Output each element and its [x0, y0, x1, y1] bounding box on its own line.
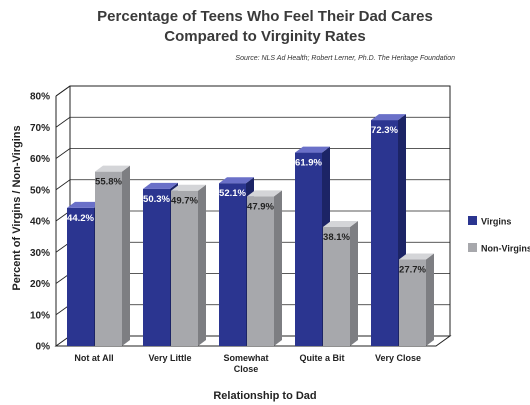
data-label: 52.1%: [219, 188, 246, 199]
bar: [399, 259, 426, 346]
data-label: 61.9%: [295, 158, 322, 169]
data-label: 55.8%: [95, 177, 122, 188]
y-axis-title: Percent of Virgins / Non-Virgins: [11, 125, 23, 290]
bar-top: [323, 220, 358, 227]
gridline-side: [55, 148, 71, 159]
chart-title-line-2: Compared to Virginity Rates: [164, 28, 365, 45]
y-axis-top-edge: [55, 85, 71, 97]
bar-side: [274, 190, 282, 346]
bar: [247, 196, 274, 346]
data-label: 49.7%: [171, 196, 198, 207]
bar-top: [95, 165, 130, 172]
bar: [371, 120, 398, 346]
bar-top: [143, 182, 178, 189]
bar: [219, 183, 246, 346]
bar-top: [219, 177, 254, 184]
bar: [295, 152, 322, 346]
bar-top: [399, 253, 434, 260]
bar-top: [67, 201, 102, 208]
legend-swatch: [468, 243, 477, 252]
bar-top: [371, 114, 406, 121]
bar-side: [350, 220, 358, 346]
bar: [143, 188, 170, 346]
bar: [67, 207, 94, 346]
x-tick-label: Very Little: [148, 353, 191, 363]
data-label: 44.2%: [67, 213, 94, 224]
bar-side: [198, 184, 206, 346]
bar: [95, 171, 122, 346]
bar-top: [171, 184, 206, 191]
x-tick-label: Very Close: [375, 353, 421, 363]
y-tick-label: 20%: [30, 279, 50, 290]
gridline-side: [55, 116, 71, 128]
chart-title-line-1: Percentage of Teens Who Feel Their Dad C…: [97, 8, 433, 25]
bar-side: [426, 253, 434, 346]
y-tick-label: 0%: [36, 342, 51, 353]
y-tick-label: 40%: [30, 217, 50, 228]
x-tick-label: Somewhat: [223, 353, 268, 363]
legend-label: Virgins: [481, 217, 511, 227]
x-axis-title: Relationship to Dad: [213, 390, 316, 402]
chart-source: Source: NLS Ad Health; Robert Lerner, Ph…: [235, 55, 455, 62]
bar-top: [295, 146, 330, 153]
x-tick-label: Quite a Bit: [299, 353, 344, 363]
plot-area: 0% 10% 20% 30% 40% 50% 60% 70% 80% 44.2% 55.8% Not …: [30, 85, 452, 374]
legend-swatch: [468, 216, 477, 225]
x-tick-label: Close: [234, 364, 259, 374]
y-tick-label: 60%: [30, 154, 50, 165]
bar: [171, 190, 198, 346]
legend-label: Non-Virgins: [481, 244, 530, 254]
y-tick-label: 50%: [30, 185, 50, 196]
data-label: 38.1%: [323, 232, 350, 243]
y-tick-label: 10%: [30, 310, 50, 321]
data-label: 27.7%: [399, 264, 426, 275]
y-tick-label: 30%: [30, 248, 50, 259]
y-tick-label: 80%: [30, 92, 50, 103]
data-label: 50.3%: [143, 194, 170, 205]
data-label: 47.9%: [247, 201, 274, 212]
legend: Virgins Non-Virgins: [468, 216, 530, 254]
bar: [323, 226, 350, 346]
bar-side: [122, 165, 130, 346]
y-tick-label: 70%: [30, 123, 50, 134]
data-label: 72.3%: [371, 125, 398, 136]
bar-top: [247, 190, 282, 197]
gridline-side: [55, 179, 71, 191]
x-tick-label: Not at All: [74, 353, 113, 363]
